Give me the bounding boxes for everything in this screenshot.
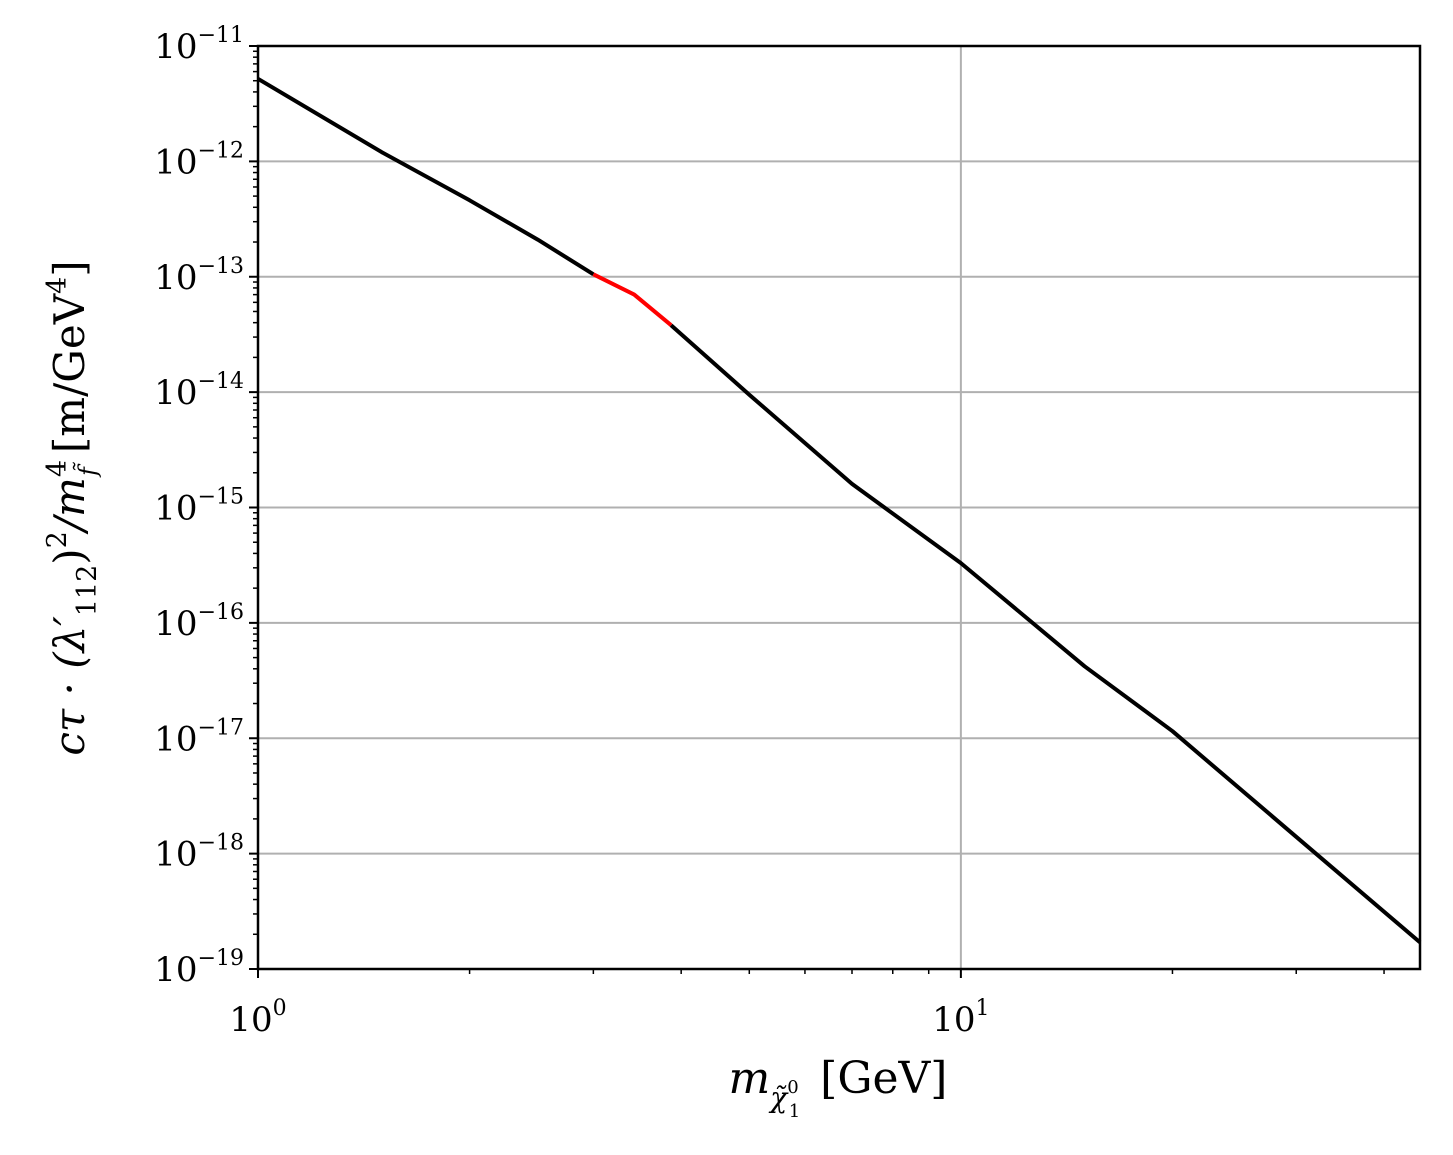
- series-line-2: [592, 272, 673, 327]
- tick-labels: 10−11 10−12 10−13 10−14 10−15 10−16 10−17 10−18…: [154, 23, 989, 1040]
- y-tick-label: 10−11: [154, 23, 244, 67]
- y-tick-label: 10−13: [154, 254, 244, 298]
- y-tick-label: 10−15: [154, 485, 244, 529]
- y-tick-label: 10−19: [154, 946, 244, 990]
- y-tick-label: 10−14: [154, 369, 244, 413]
- x-tick-label: 101: [932, 996, 989, 1040]
- x-tick-label: 100: [229, 996, 286, 1040]
- axis-ticks: [249, 45, 1385, 978]
- series-lines: [256, 77, 1422, 944]
- series-line-3: [669, 323, 1422, 944]
- series-line-1: [256, 77, 595, 276]
- grid: [257, 45, 1420, 970]
- y-tick-label: 10−18: [154, 831, 244, 875]
- y-tick-label: 10−12: [154, 138, 244, 182]
- y-tick-label: 10−17: [154, 715, 244, 759]
- x-axis-label: mχ̃0 1[GeV]: [729, 1053, 948, 1122]
- y-tick-label: 10−16: [154, 600, 244, 644]
- y-axis-label: cτ · (λ′112)2/m4f̃[m/GeV4]: [42, 260, 103, 755]
